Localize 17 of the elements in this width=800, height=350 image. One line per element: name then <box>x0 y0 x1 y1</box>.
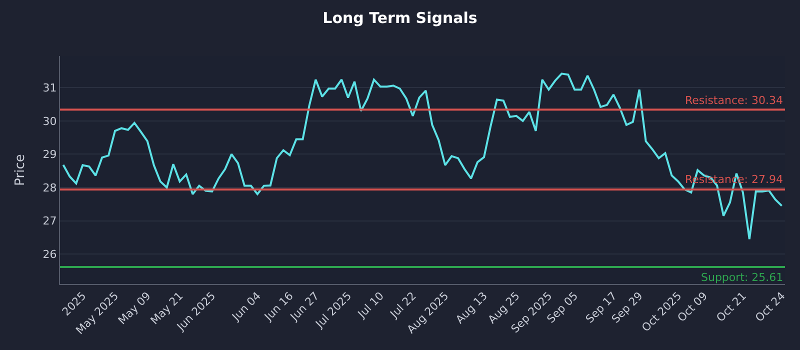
line-series <box>62 72 783 240</box>
ref-line-label: Support: 25.61 <box>701 271 784 284</box>
x-tick-label: Oct 21 <box>714 290 749 325</box>
x-tick-label: Oct 24 <box>752 290 788 325</box>
y-tick-label: 31 <box>42 81 57 94</box>
y-tick-label: 29 <box>42 148 57 162</box>
y-axis-title: Price <box>13 154 28 186</box>
y-tick-label: 28 <box>42 181 57 194</box>
x-tick-label: Jun 04 <box>229 290 264 324</box>
y-tick-label: 30 <box>42 114 57 128</box>
y-tick-label: 26 <box>42 248 57 261</box>
x-tick-label: Jul 10 <box>354 290 386 322</box>
ref-line-label: Resistance: 30.34 <box>685 94 783 107</box>
x-tick-label: Jul 22 <box>387 290 419 322</box>
y-tick-label: 27 <box>42 214 57 228</box>
chart-title: Long Term Signals <box>322 8 478 27</box>
x-tick-label: Aug 13 <box>453 290 490 326</box>
